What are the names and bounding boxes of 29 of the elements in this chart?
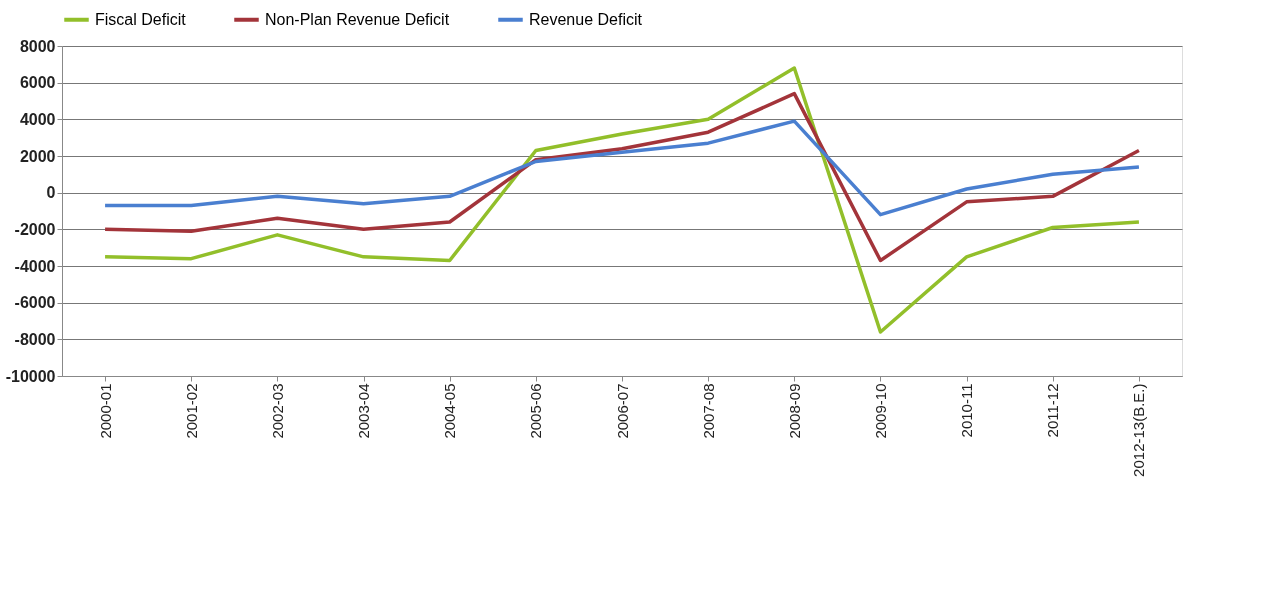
- legend-label: Revenue Deficit: [529, 10, 643, 28]
- y-tick-label: 8000: [19, 37, 56, 55]
- line-series: [103, 66, 1141, 334]
- x-tick-label: 2010-11: [958, 383, 976, 438]
- line-series: [103, 91, 1141, 263]
- x-tick-label: 2002-03: [268, 383, 286, 439]
- x-tick-label: 2000-01: [96, 383, 114, 439]
- x-tick-label: 2007-08: [699, 383, 717, 439]
- x-tick-label: 2012-13(B.E.): [1130, 383, 1148, 477]
- x-tick-label: 2004-05: [441, 383, 459, 439]
- x-tick-label: 2003-04: [355, 383, 373, 439]
- y-tick-label: -8000: [14, 330, 56, 348]
- x-tick-label: 2001-02: [182, 383, 200, 439]
- y-tick-label: -10000: [5, 367, 56, 385]
- y-tick-label: -4000: [14, 257, 56, 275]
- y-tick-label: -6000: [14, 294, 56, 312]
- y-tick-label: 0: [46, 184, 56, 202]
- x-tick-label: 2006-07: [613, 383, 631, 439]
- x-tick-label: 2009-10: [871, 383, 889, 439]
- y-tick-label: 2000: [19, 147, 56, 165]
- x-tick-label: 2005-06: [527, 383, 545, 439]
- y-tick-label: -2000: [14, 220, 56, 238]
- x-tick-label: 2008-09: [785, 383, 803, 439]
- legend-label: Non-Plan Revenue Deficit: [265, 10, 450, 28]
- x-tick-label: 2011-12: [1044, 383, 1062, 438]
- legend-label: Fiscal Deficit: [95, 10, 187, 28]
- y-tick-label: 4000: [19, 110, 56, 128]
- line-series: [103, 119, 1141, 217]
- y-tick-label: 6000: [19, 74, 56, 92]
